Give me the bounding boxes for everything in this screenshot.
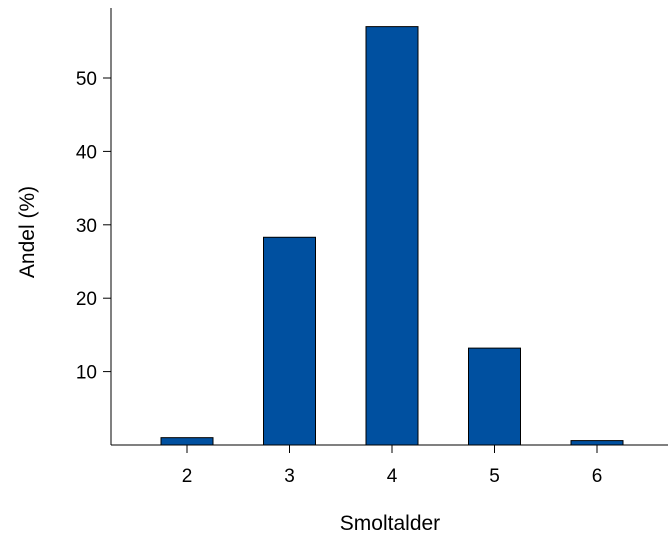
x-tick-label: 6 [592,466,603,487]
y-tick-label: 40 [76,142,97,163]
y-axis-label: Andel (%) [16,186,39,278]
y-tick-label: 30 [76,216,97,237]
x-ticks: 2 3 4 5 6 [182,445,603,487]
x-axis-label: Smoltalder [340,512,440,535]
y-tick-label: 10 [76,363,97,384]
x-tick-label: 5 [489,466,500,487]
bar-5 [468,347,521,446]
x-tick-label: 3 [284,466,295,487]
bar-2 [160,437,214,446]
bar-3 [263,236,316,446]
y-tick-label: 20 [76,289,97,310]
bar-4 [365,26,419,446]
bars [160,26,624,446]
bar-6 [570,440,624,446]
x-tick-label: 4 [387,466,398,487]
y-tick-label: 50 [76,69,97,90]
x-tick-label: 2 [182,466,193,487]
y-ticks: 10 20 30 40 50 [76,69,111,384]
